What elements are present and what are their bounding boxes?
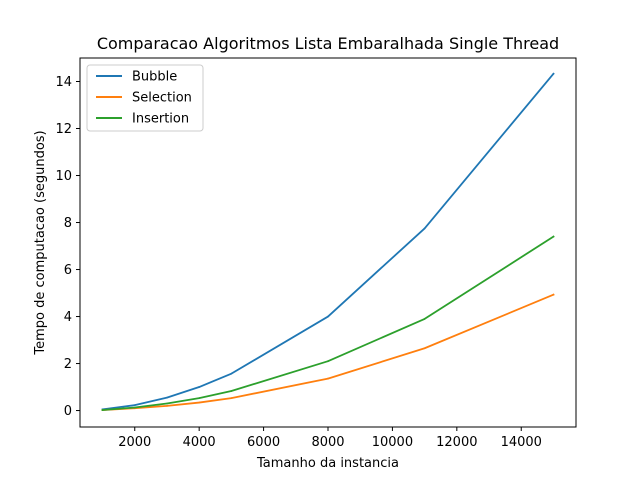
chart-title: Comparacao Algoritmos Lista Embaralhada … <box>97 34 559 53</box>
x-axis-ticks: 2000 4000 6000 8000 10000 12000 14000 <box>118 427 542 450</box>
series-layer <box>101 72 555 412</box>
legend-label-bubble: Bubble <box>132 70 177 85</box>
data-point-insertion <box>133 406 136 409</box>
y-axis-ticks: 0 2 4 6 8 10 12 14 <box>55 75 80 419</box>
y-axis-label: Tempo de computacao (segundos) <box>33 130 48 355</box>
data-point-selection <box>198 401 201 404</box>
series-line-bubble <box>101 72 555 411</box>
data-point-insertion <box>166 402 168 405</box>
data-point-bubble <box>230 372 233 375</box>
data-point-bubble <box>423 227 426 230</box>
data-point-bubble <box>166 396 168 399</box>
data-point-bubble <box>198 386 201 388</box>
data-point-insertion <box>101 409 104 411</box>
y-tick-label: 6 <box>64 263 72 278</box>
legend: Bubble Selection Insertion <box>86 64 204 132</box>
data-point-insertion <box>230 390 233 392</box>
y-tick-label: 4 <box>64 310 72 325</box>
x-tick-label: 8000 <box>311 435 344 450</box>
data-point-bubble <box>133 404 136 407</box>
data-point-bubble <box>327 315 329 318</box>
data-point-selection <box>327 377 329 380</box>
data-point-selection <box>552 293 555 296</box>
y-tick-label: 0 <box>64 404 72 419</box>
legend-label-insertion: Insertion <box>132 112 189 127</box>
data-point-selection <box>230 397 233 399</box>
x-tick-label: 6000 <box>247 435 280 450</box>
data-point-insertion <box>198 397 201 399</box>
y-tick-label: 2 <box>64 357 72 372</box>
x-tick-label: 12000 <box>436 435 477 450</box>
data-point-insertion <box>327 360 329 363</box>
y-tick-label: 14 <box>55 75 72 90</box>
legend-frame <box>86 64 204 132</box>
x-axis-label: Tamanho da instancia <box>256 456 399 471</box>
y-tick-label: 12 <box>55 122 72 137</box>
y-tick-label: 8 <box>64 216 72 231</box>
data-point-selection <box>166 404 168 407</box>
x-tick-label: 14000 <box>501 435 542 450</box>
data-point-insertion <box>552 235 555 238</box>
y-tick-label: 10 <box>55 169 72 184</box>
x-tick-label: 2000 <box>118 435 151 450</box>
legend-label-selection: Selection <box>132 91 192 106</box>
series-line-insertion <box>101 235 555 412</box>
series-line-selection <box>101 293 555 412</box>
x-tick-label: 10000 <box>372 435 413 450</box>
data-point-selection <box>423 347 426 350</box>
x-tick-label: 4000 <box>183 435 216 450</box>
data-point-bubble <box>552 72 555 75</box>
data-point-insertion <box>423 317 426 320</box>
